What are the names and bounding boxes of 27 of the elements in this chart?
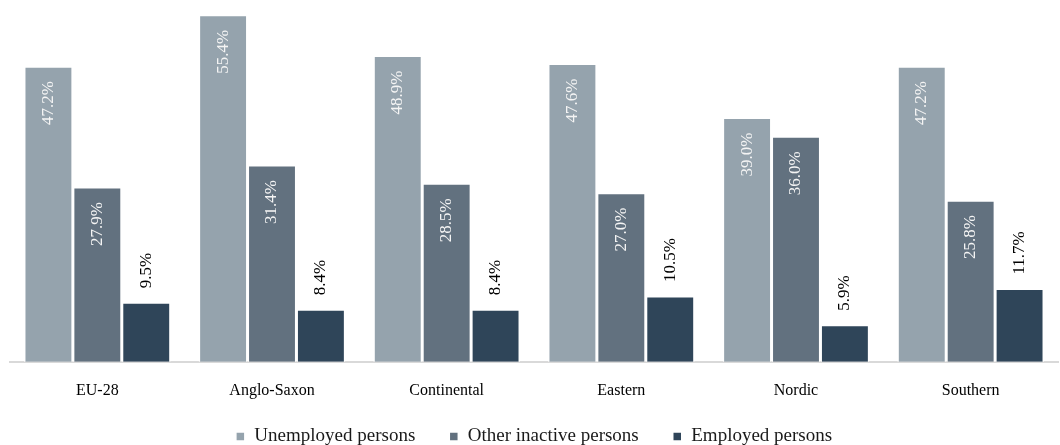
data-label: 39.0% bbox=[736, 132, 756, 177]
data-label: 28.5% bbox=[436, 198, 456, 243]
data-label: 5.9% bbox=[834, 275, 854, 311]
x-tick-label: Anglo-Saxon bbox=[229, 380, 315, 399]
x-tick-label: Southern bbox=[941, 380, 1000, 398]
legend-label: Unemployed persons bbox=[254, 424, 416, 445]
data-label: 31.4% bbox=[261, 180, 281, 225]
data-label: 9.5% bbox=[135, 252, 155, 289]
x-tick-label: Continental bbox=[409, 380, 485, 398]
data-label: 11.7% bbox=[1009, 231, 1029, 275]
x-tick-label: Eastern bbox=[597, 380, 646, 398]
data-label: 47.6% bbox=[561, 78, 581, 123]
data-label: 27.0% bbox=[610, 207, 630, 252]
data-label: 48.9% bbox=[387, 70, 407, 115]
data-label: 10.5% bbox=[659, 238, 679, 283]
x-tick-label: Nordic bbox=[773, 380, 819, 398]
data-label: 36.0% bbox=[785, 151, 805, 196]
x-tick-label: EU-28 bbox=[76, 380, 119, 398]
data-label: 55.4% bbox=[212, 29, 232, 74]
data-label: 47.2% bbox=[37, 81, 57, 126]
data-label: 25.8% bbox=[960, 215, 980, 260]
data-label: 47.2% bbox=[911, 81, 931, 126]
legend-label: Other inactive persons bbox=[467, 424, 639, 445]
data-label: 8.4% bbox=[310, 259, 330, 296]
data-label: 27.9% bbox=[86, 202, 106, 246]
legend-label: Employed persons bbox=[691, 424, 833, 445]
data-label: 8.4% bbox=[485, 259, 505, 296]
